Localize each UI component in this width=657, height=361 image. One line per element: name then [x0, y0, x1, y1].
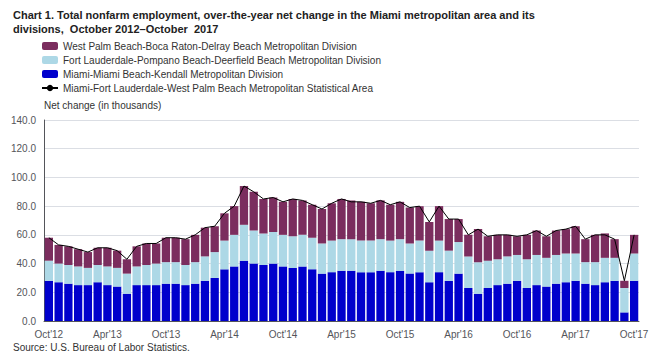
svg-text:80.0: 80.0: [17, 201, 37, 212]
svg-text:Miami-Miami Beach-Kendall Metr: Miami-Miami Beach-Kendall Metropolitan D…: [63, 69, 283, 80]
svg-text:Fort Lauderdale-Pompano Beach-: Fort Lauderdale-Pompano Beach-Deerfield …: [63, 55, 381, 66]
svg-text:divisions, October 2012–Octob: divisions, October 2012–October 2017: [13, 23, 218, 35]
svg-text:140.0: 140.0: [11, 115, 36, 126]
svg-text:Oct'12: Oct'12: [35, 329, 64, 340]
svg-text:Apr'17: Apr'17: [561, 329, 590, 340]
svg-text:Net change (in thousands): Net change (in thousands): [44, 100, 161, 111]
svg-text:40.0: 40.0: [17, 258, 37, 269]
svg-text:100.0: 100.0: [11, 172, 36, 183]
svg-text:120.0: 120.0: [11, 143, 36, 154]
svg-text:Apr'15: Apr'15: [327, 329, 356, 340]
svg-text:20.0: 20.0: [17, 287, 37, 298]
svg-text:Oct'14: Oct'14: [269, 329, 298, 340]
svg-text:0.0: 0.0: [22, 316, 36, 327]
svg-text:Chart 1. Total nonfarm employm: Chart 1. Total nonfarm employment, over-…: [13, 9, 535, 21]
svg-text:Oct'16: Oct'16: [503, 329, 532, 340]
svg-text:60.0: 60.0: [17, 229, 37, 240]
svg-text:Oct'15: Oct'15: [386, 329, 415, 340]
svg-text:Miami-Fort Lauderdale-West Pal: Miami-Fort Lauderdale-West Palm Beach Me…: [63, 83, 373, 94]
svg-text:Apr'13: Apr'13: [93, 329, 122, 340]
svg-text:Apr'16: Apr'16: [444, 329, 473, 340]
svg-text:West Palm Beach-Boca Raton-Del: West Palm Beach-Boca Raton-Delray Beach …: [63, 41, 357, 52]
svg-text:Apr'14: Apr'14: [210, 329, 239, 340]
svg-text:Source: U.S. Bureau of Labor S: Source: U.S. Bureau of Labor Statistics.: [13, 342, 190, 353]
svg-text:Oct'17: Oct'17: [620, 329, 649, 340]
svg-text:Oct'13: Oct'13: [152, 329, 181, 340]
